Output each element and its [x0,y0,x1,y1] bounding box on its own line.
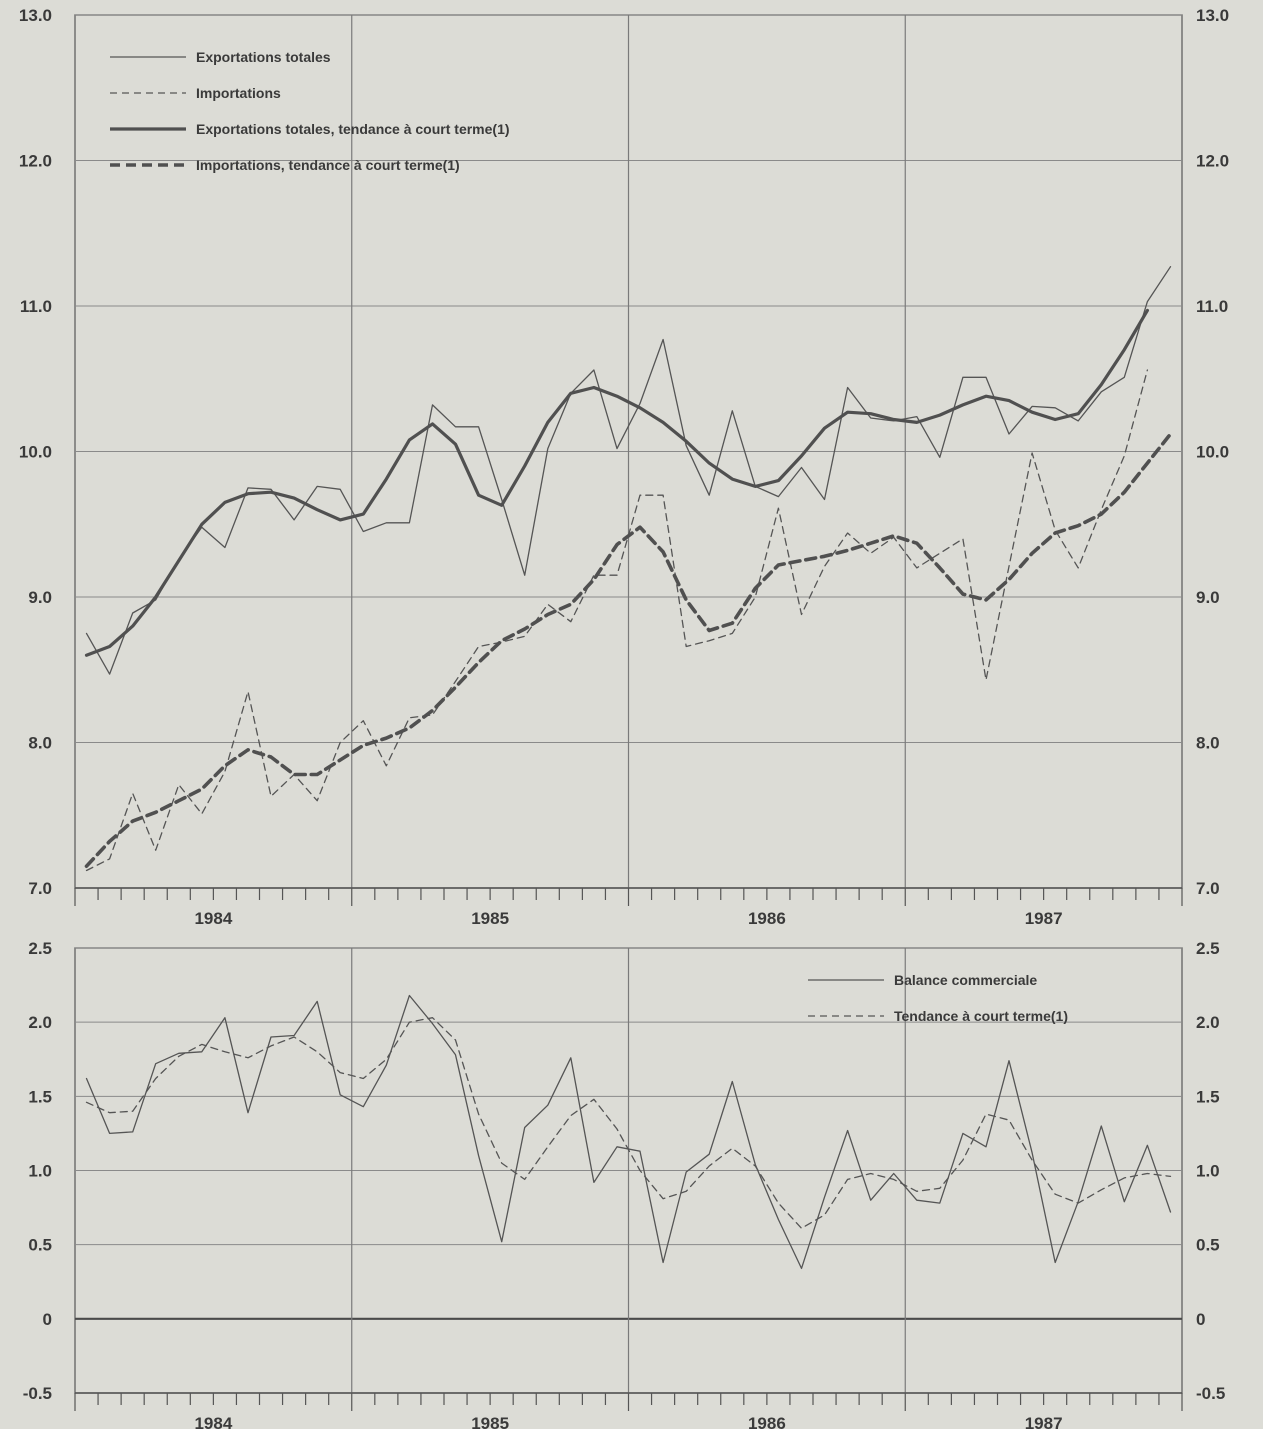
y-tick-label-right: 11.0 [1196,297,1228,316]
y-tick-label-left: 9.0 [28,588,52,607]
x-year-label: 1986 [748,1414,786,1429]
y-tick-label-left: 12.0 [19,152,52,171]
y-tick-label-right: 7.0 [1196,879,1220,898]
x-year-label: 1986 [748,909,786,928]
y-tick-label-left: 1.5 [28,1087,52,1106]
legend-label: Tendance à court terme(1) [894,1008,1068,1024]
x-year-label: 1987 [1025,1414,1063,1429]
series-line-1 [85,266,1172,675]
y-tick-label-right: 1.5 [1196,1087,1220,1106]
top-panel-exports-imports: 7.0 7.0 8.0 8.0 9.0 9.0 10.0 10.0 11.0 11.0 12.0 12… [19,6,1229,928]
y-tick-label-left: 1.0 [28,1162,52,1181]
y-tick-label-right: 1.0 [1196,1162,1220,1181]
y-tick-label-right: 8.0 [1196,734,1220,753]
y-tick-label-left: 0 [43,1310,52,1329]
y-tick-label-right: 0 [1196,1310,1205,1329]
y-tick-label-left: -0.5 [23,1384,52,1403]
series-line-2 [85,1017,1172,1229]
y-tick-label-right: 0.5 [1196,1236,1220,1255]
legend-label: Importations [196,85,281,101]
y-tick-label-right: 12.0 [1196,152,1229,171]
series-line-4 [84,432,1173,869]
x-year-label: 1985 [471,1414,509,1429]
y-tick-label-left: 2.5 [28,939,52,958]
legend-label: Exportations totales, tendance à court t… [196,121,510,137]
y-tick-label-left: 13.0 [19,6,52,25]
y-tick-label-right: 2.5 [1196,939,1220,958]
legend-label: Balance commerciale [894,972,1037,988]
y-tick-label-right: 2.0 [1196,1013,1220,1032]
y-tick-label-right: -0.5 [1196,1384,1225,1403]
y-tick-label-left: 2.0 [28,1013,52,1032]
legend-label: Exportations totales [196,49,331,65]
series-line-3 [84,308,1150,657]
x-year-label: 1984 [194,1414,232,1429]
y-tick-label-right: 9.0 [1196,588,1220,607]
y-tick-label-left: 8.0 [28,734,52,753]
legend-label: Importations, tendance à court terme(1) [196,157,460,173]
x-year-label: 1987 [1025,909,1063,928]
y-tick-label-left: 11.0 [20,297,52,316]
series-line-2 [85,369,1149,872]
y-tick-label-left: 7.0 [28,879,52,898]
y-tick-label-left: 0.5 [28,1236,52,1255]
y-tick-label-right: 10.0 [1196,443,1229,462]
x-year-label: 1985 [471,909,509,928]
y-tick-label-left: 10.0 [19,443,52,462]
y-tick-label-right: 13.0 [1196,6,1229,25]
x-year-label: 1984 [194,909,232,928]
bottom-panel-trade-balance: -0.5 -0.5 0 0 0.5 0.5 1.0 1.0 1.5 1.5 2.0 2.0 2.5 2.5… [23,939,1226,1429]
